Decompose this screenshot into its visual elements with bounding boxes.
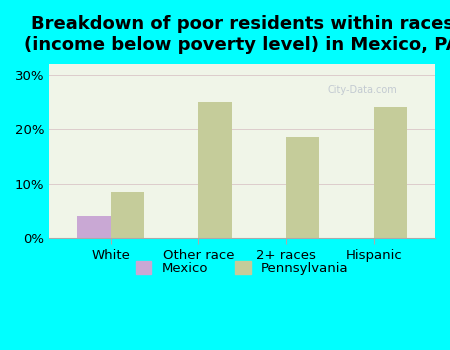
Bar (77, 216, 111, 238)
Text: City-Data.com: City-Data.com (327, 85, 397, 95)
Bar (111, 192, 144, 238)
Bar (286, 137, 320, 238)
Legend: Mexico, Pennsylvania: Mexico, Pennsylvania (130, 256, 354, 280)
Bar (374, 107, 407, 238)
Title: Breakdown of poor residents within races
(income below poverty level) in Mexico,: Breakdown of poor residents within races… (24, 15, 450, 54)
Bar (198, 102, 232, 238)
